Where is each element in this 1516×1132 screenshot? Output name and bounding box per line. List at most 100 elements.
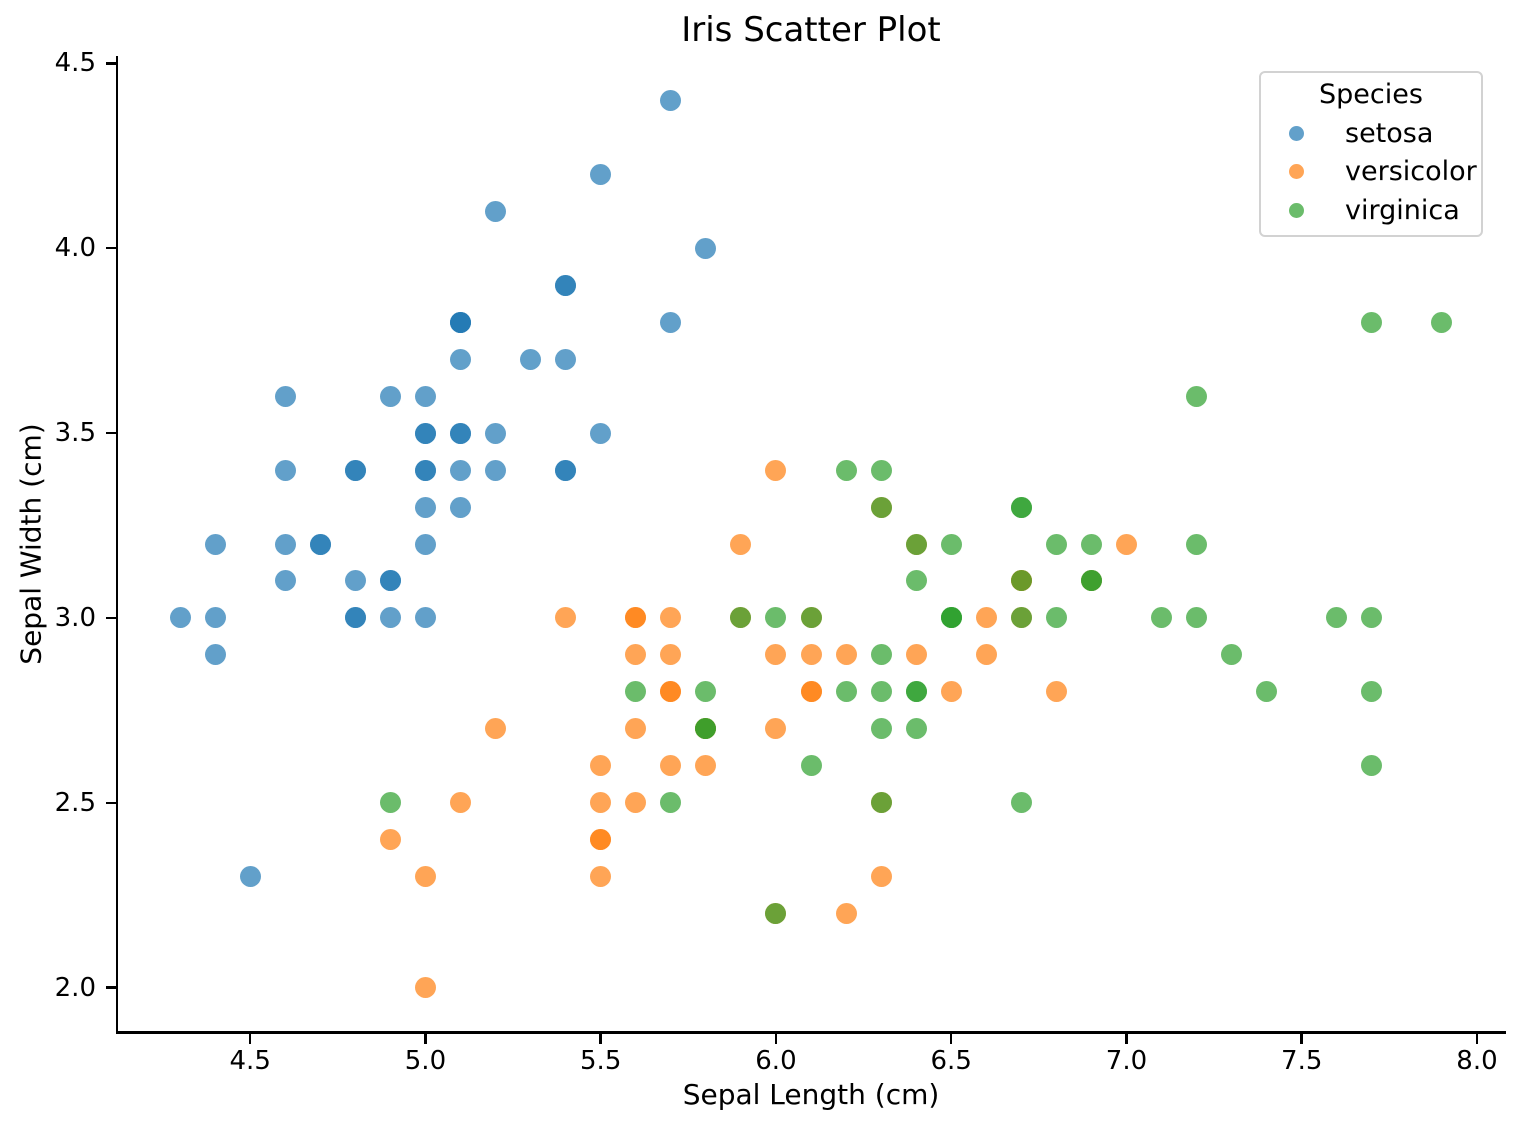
scatter-point-virginica	[870, 496, 892, 518]
x-axis-label: Sepal Length (cm)	[682, 1078, 940, 1111]
scatter-point-setosa	[414, 607, 436, 629]
scatter-point-versicolor	[625, 792, 647, 814]
scatter-point-setosa	[449, 496, 471, 518]
x-tick-label: 8.0	[1456, 1046, 1498, 1076]
y-tick-mark	[106, 246, 117, 250]
scatter-point-setosa	[379, 385, 401, 407]
scatter-point-versicolor	[765, 644, 787, 666]
x-axis-spine	[115, 1031, 1506, 1034]
scatter-point-setosa	[449, 422, 471, 444]
scatter-point-virginica	[870, 644, 892, 666]
scatter-point-virginica	[870, 459, 892, 481]
scatter-point-setosa	[239, 866, 261, 888]
scatter-point-versicolor	[940, 681, 962, 703]
scatter-point-setosa	[414, 459, 436, 481]
y-tick-mark	[106, 986, 117, 989]
scatter-point-setosa	[204, 533, 226, 555]
scatter-point-virginica	[835, 459, 857, 481]
scatter-point-setosa	[414, 385, 436, 407]
scatter-point-versicolor	[765, 718, 787, 740]
scatter-point-versicolor	[590, 866, 612, 888]
scatter-point-setosa	[344, 459, 366, 481]
scatter-point-virginica	[695, 718, 717, 740]
scatter-point-setosa	[379, 570, 401, 592]
legend-label-virginica: virginica	[1345, 194, 1460, 226]
legend-entry-versicolor: versicolor	[1261, 153, 1481, 192]
scatter-point-virginica	[1010, 792, 1032, 814]
scatter-point-virginica	[800, 755, 822, 777]
scatter-point-virginica	[905, 570, 927, 592]
scatter-point-virginica	[1010, 607, 1032, 629]
y-tick-mark	[106, 801, 117, 805]
y-tick-label: 3.5	[54, 418, 96, 449]
scatter-point-setosa	[169, 607, 191, 629]
scatter-point-versicolor	[590, 792, 612, 814]
scatter-point-versicolor	[835, 644, 857, 666]
legend-entry-virginica: virginica	[1261, 191, 1481, 230]
y-axis-spine	[115, 56, 118, 1034]
scatter-point-versicolor	[975, 644, 997, 666]
scatter-point-versicolor	[660, 681, 682, 703]
scatter-point-virginica	[905, 533, 927, 555]
scatter-point-virginica	[1431, 311, 1453, 333]
legend-entry-setosa: setosa	[1261, 114, 1481, 153]
x-tick-label: 4.5	[229, 1046, 271, 1076]
scatter-point-virginica	[1361, 607, 1383, 629]
x-tick-mark	[424, 1033, 427, 1044]
scatter-point-versicolor	[590, 829, 612, 851]
scatter-point-setosa	[449, 311, 471, 333]
scatter-point-virginica	[625, 681, 647, 703]
scatter-point-versicolor	[800, 681, 822, 703]
scatter-point-virginica	[1326, 607, 1348, 629]
scatter-point-setosa	[555, 459, 577, 481]
scatter-point-versicolor	[660, 755, 682, 777]
scatter-point-setosa	[204, 607, 226, 629]
scatter-point-versicolor	[695, 755, 717, 777]
legend-title: Species	[1319, 79, 1423, 110]
scatter-point-versicolor	[660, 607, 682, 629]
scatter-point-setosa	[274, 459, 296, 481]
legend-items: setosa versicolor virginica	[1261, 114, 1481, 230]
scatter-point-setosa	[485, 422, 507, 444]
scatter-point-virginica	[940, 607, 962, 629]
x-tick-label: 6.0	[755, 1046, 797, 1076]
scatter-point-virginica	[730, 607, 752, 629]
scatter-point-virginica	[1045, 533, 1067, 555]
scatter-point-virginica	[1045, 607, 1067, 629]
legend-marker-virginica-icon	[1289, 202, 1304, 218]
y-tick-mark	[106, 62, 117, 65]
scatter-point-virginica	[660, 792, 682, 814]
scatter-point-virginica	[1221, 644, 1243, 666]
scatter-point-virginica	[1361, 755, 1383, 777]
scatter-point-virginica	[1151, 607, 1172, 629]
x-tick-label: 7.0	[1105, 1046, 1148, 1076]
y-tick-mark	[106, 431, 117, 435]
scatter-point-virginica	[1361, 311, 1383, 333]
scatter-point-versicolor	[449, 792, 471, 814]
scatter-point-virginica	[765, 607, 787, 629]
scatter-point-virginica	[940, 533, 962, 555]
y-tick-label: 2.5	[54, 787, 96, 818]
scatter-point-versicolor	[870, 866, 892, 888]
scatter-point-virginica	[1010, 570, 1032, 592]
y-tick-label: 4.0	[54, 233, 96, 264]
scatter-point-virginica	[765, 903, 787, 925]
scatter-point-setosa	[414, 496, 436, 518]
x-tick-mark	[1300, 1033, 1303, 1044]
scatter-point-versicolor	[660, 644, 682, 666]
x-tick-label: 5.0	[404, 1046, 447, 1076]
scatter-point-setosa	[590, 163, 612, 185]
scatter-point-versicolor	[835, 903, 857, 925]
scatter-point-virginica	[870, 792, 892, 814]
x-tick-label: 6.5	[930, 1046, 972, 1076]
scatter-point-versicolor	[485, 718, 507, 740]
scatter-point-setosa	[660, 311, 682, 333]
y-tick-mark	[106, 616, 117, 620]
scatter-point-versicolor	[625, 718, 647, 740]
scatter-point-setosa	[274, 385, 296, 407]
scatter-point-setosa	[485, 459, 507, 481]
scatter-point-versicolor	[800, 644, 822, 666]
scatter-point-virginica	[1080, 570, 1102, 592]
scatter-point-virginica	[1010, 496, 1032, 518]
